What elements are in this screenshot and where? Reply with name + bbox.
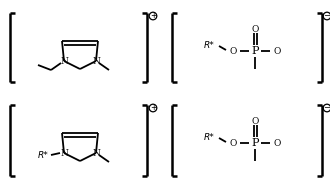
Text: N: N: [60, 57, 68, 66]
Text: R*: R*: [204, 40, 215, 50]
Text: +: +: [150, 104, 156, 112]
Text: O: O: [251, 116, 259, 125]
Text: −: −: [323, 12, 330, 20]
Text: P: P: [251, 46, 259, 56]
Text: O: O: [229, 139, 237, 147]
Text: R*: R*: [204, 132, 215, 142]
Text: O: O: [273, 139, 281, 147]
Text: N: N: [92, 57, 100, 66]
Text: −: −: [323, 104, 330, 112]
Text: O: O: [251, 25, 259, 33]
Text: P: P: [251, 138, 259, 148]
Text: +: +: [150, 12, 156, 20]
Text: O: O: [229, 46, 237, 56]
Text: N: N: [60, 149, 68, 157]
Text: R*: R*: [37, 150, 48, 160]
Text: O: O: [273, 46, 281, 56]
Text: N: N: [92, 149, 100, 157]
